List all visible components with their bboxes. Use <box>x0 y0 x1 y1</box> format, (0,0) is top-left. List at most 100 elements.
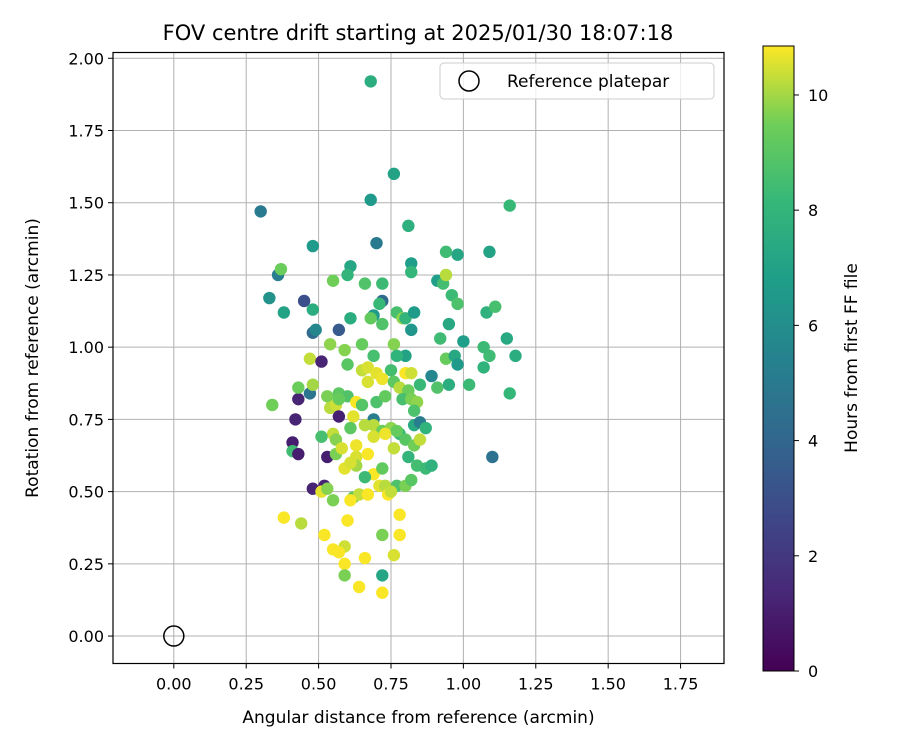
scatter-point <box>358 551 372 565</box>
scatter-point <box>462 378 476 391</box>
scatter-point <box>509 349 522 363</box>
y-tick-label: 0.75 <box>68 410 104 429</box>
x-tick-label: 1.50 <box>590 675 626 694</box>
scatter-point <box>500 332 514 345</box>
scatter-point <box>486 450 499 464</box>
scatter-point <box>503 387 516 400</box>
scatter-point <box>292 447 305 461</box>
colorbar-tick-label: 6 <box>808 316 818 335</box>
scatter-point <box>254 205 267 218</box>
scatter-point <box>367 349 380 363</box>
scatter-point <box>263 291 276 305</box>
colorbar: 0 2 4 6 8 10 Hours from first FF file <box>762 45 862 681</box>
scatter-point <box>292 392 305 406</box>
scatter-point <box>344 494 357 507</box>
scatter-point <box>390 349 403 363</box>
scatter-point <box>347 410 360 423</box>
colorbar-tick-label: 4 <box>808 432 818 451</box>
x-axis-label: Angular distance from reference (arcmin) <box>242 708 594 728</box>
scatter-point <box>266 398 279 412</box>
scatter-point <box>402 450 415 464</box>
scatter-point <box>413 433 427 446</box>
y-tick-label: 1.75 <box>68 122 104 141</box>
scatter-point <box>407 404 421 417</box>
scatter-point <box>364 75 377 88</box>
scatter-point <box>361 488 375 501</box>
scatter-point <box>364 312 377 325</box>
legend-box <box>439 62 715 100</box>
scatter-point <box>364 193 377 207</box>
scatter-point <box>376 569 389 582</box>
y-tick-label: 2.00 <box>68 49 104 68</box>
scatter-point <box>332 410 346 423</box>
scatter-point <box>352 580 366 594</box>
scatter-point <box>367 430 380 443</box>
scatter-point <box>355 338 369 351</box>
scatter-point <box>405 257 418 270</box>
colorbar-tick-label: 0 <box>808 662 818 681</box>
colorbar-ticks: 0 2 4 6 8 10 <box>794 86 828 681</box>
scatter-point <box>477 361 490 374</box>
scatter-point <box>457 335 470 348</box>
scatter-point <box>303 352 317 365</box>
scatter-point <box>399 349 412 363</box>
colorbar-tick-label: 10 <box>808 86 828 105</box>
scatter-point <box>332 546 346 559</box>
y-tick-label: 0.00 <box>68 627 104 646</box>
scatter-point <box>338 343 351 357</box>
scatter-point <box>277 306 291 319</box>
legend-marker-icon <box>458 70 480 92</box>
colorbar-tick-label: 8 <box>808 201 818 220</box>
scatter-point <box>387 548 401 562</box>
scatter-point <box>358 277 372 290</box>
scatter-point <box>405 366 418 380</box>
y-tick-label: 1.25 <box>68 266 104 285</box>
scatter-point <box>306 303 320 316</box>
scatter-point <box>384 485 398 498</box>
scatter-point <box>396 392 409 406</box>
scatter-point <box>297 294 311 308</box>
scatter-point <box>407 306 421 319</box>
scatter-point <box>358 418 372 432</box>
scatter-point <box>451 248 464 261</box>
scatter-point <box>355 398 369 412</box>
x-tick-label: 1.75 <box>663 675 699 694</box>
x-tick-label: 1.00 <box>446 675 482 694</box>
scatter-point <box>344 421 357 435</box>
scatter-point <box>376 528 389 542</box>
scatter-point <box>332 392 346 406</box>
scatter-point <box>393 528 406 542</box>
scatter-point <box>295 517 308 530</box>
scatter-point <box>442 378 456 391</box>
y-tick-label: 0.50 <box>68 483 104 502</box>
y-axis-label: Rotation from reference (arcmin) <box>23 218 43 498</box>
scatter-point <box>309 323 322 337</box>
scatter-point <box>425 369 438 383</box>
scatter-point <box>483 245 496 259</box>
scatter-point <box>341 358 354 371</box>
colorbar-tick-label: 2 <box>808 547 818 566</box>
scatter-point <box>338 569 351 582</box>
scatter-point <box>326 494 340 507</box>
scatter-point <box>425 459 438 472</box>
scatter-point <box>321 482 334 495</box>
scatter-point <box>344 456 357 469</box>
scatter-point <box>376 586 389 599</box>
scatter-point <box>277 511 291 524</box>
x-tick-label: 0.25 <box>228 675 264 694</box>
scatter-point <box>341 268 354 282</box>
scatter-point <box>286 436 299 449</box>
y-axis-ticks: 0.00 0.25 0.50 0.75 1.00 1.25 1.50 1.75 2.00 <box>68 49 113 646</box>
x-tick-label: 1.25 <box>518 675 554 694</box>
scatter-point <box>402 219 415 233</box>
scatter-point <box>323 338 337 351</box>
scatter-point <box>503 199 516 212</box>
scatter-point <box>306 239 320 253</box>
scatter-point <box>393 508 406 521</box>
x-tick-label: 0.75 <box>373 675 409 694</box>
scatter-point <box>405 323 418 337</box>
scatter-point <box>344 312 357 325</box>
y-tick-label: 0.25 <box>68 555 104 574</box>
